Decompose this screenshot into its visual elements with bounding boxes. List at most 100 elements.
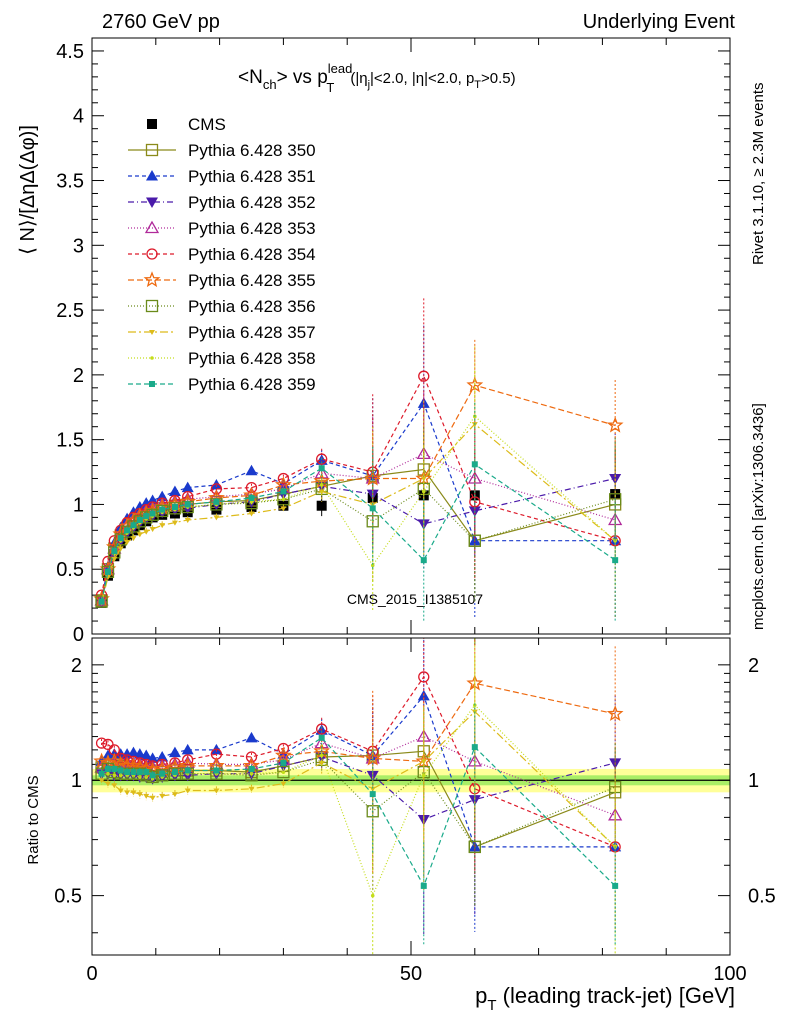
ratio-data-point xyxy=(124,790,131,796)
data-point xyxy=(613,538,617,543)
legend-label: Pythia 6.428 357 xyxy=(188,323,316,342)
ratio-series-pythia-6-428-358 xyxy=(99,638,617,955)
legend-marker xyxy=(143,271,161,288)
legend-entry: Pythia 6.428 351 xyxy=(128,167,316,186)
ratio-data-point xyxy=(181,743,194,755)
ratio-data-point xyxy=(136,769,143,776)
ratio-data-point xyxy=(245,731,258,743)
legend-entry: Pythia 6.428 354 xyxy=(128,245,316,264)
x-tick-label: 50 xyxy=(400,963,422,985)
title-sub-ch: ch xyxy=(263,77,277,92)
data-point xyxy=(136,516,143,523)
series-line xyxy=(101,402,616,600)
ratio-data-point xyxy=(149,795,156,801)
data-point xyxy=(370,563,375,568)
data-point xyxy=(277,472,290,485)
ratio-data-point xyxy=(370,893,375,898)
main-panel: 0 0.5 1 1.5 2 2.5 3 3.5 4 4.5 xyxy=(56,37,731,646)
data-point xyxy=(471,461,478,468)
data-point xyxy=(612,557,619,564)
series-pythia-6-428-351 xyxy=(95,325,622,619)
ratio-data-point xyxy=(136,792,143,798)
data-point xyxy=(319,483,324,487)
rivet-label: Rivet 3.1.10, ≥ 2.3M events xyxy=(750,83,767,266)
data-point xyxy=(184,501,191,508)
ratio-series-line xyxy=(101,675,616,848)
ratio-data-point xyxy=(124,769,131,776)
ratio-data-point xyxy=(112,773,117,778)
ratio-data-point xyxy=(159,770,166,777)
data-point xyxy=(606,416,624,433)
ratio-data-point xyxy=(159,793,166,799)
ratio-data-point xyxy=(612,882,619,889)
data-point xyxy=(124,540,131,546)
ratio-data-point xyxy=(471,744,478,751)
ratio-data-point xyxy=(111,765,118,772)
data-point xyxy=(133,515,147,528)
x-axis-label-rest: (leading track-jet) [GeV] xyxy=(497,983,735,1008)
series-pythia-6-428-355 xyxy=(93,339,624,607)
ratio-y-tick-label: 2 xyxy=(71,655,82,677)
data-point xyxy=(124,527,131,534)
x-axis-label-p: p xyxy=(475,983,487,1008)
data-point xyxy=(168,485,181,496)
main-frame xyxy=(91,37,731,635)
legend-marker xyxy=(147,119,157,129)
data-point xyxy=(159,523,166,529)
ratio-panel: 0 50 100 0.5 1 2 0.5 1 2 xyxy=(54,637,776,985)
legend-entry: Pythia 6.428 358 xyxy=(128,349,316,368)
y-axis-label-main: ⟨ N⟩/[ΔηΔ(Δφ)] xyxy=(17,125,39,255)
data-point xyxy=(468,534,481,547)
ratio-y-tick-label: 0.5 xyxy=(54,886,82,908)
data-point xyxy=(171,504,178,511)
data-point xyxy=(95,595,108,608)
legend-label: Pythia 6.428 355 xyxy=(188,271,316,290)
data-point xyxy=(245,464,258,476)
data-point xyxy=(117,535,124,542)
ratio-frame xyxy=(91,637,731,956)
legend-marker xyxy=(149,330,155,335)
ratio-data-point xyxy=(171,769,178,776)
ratio-y-tick-label-right: 0.5 xyxy=(748,886,776,908)
ratio-data-point xyxy=(143,769,150,776)
series-pythia-6-428-359 xyxy=(98,402,619,622)
data-point xyxy=(248,511,255,517)
ratio-data-point xyxy=(156,750,169,762)
data-point xyxy=(280,506,287,512)
ratio-y-tick-label-right: 1 xyxy=(748,770,759,792)
title-prefix: <N xyxy=(238,67,263,88)
ratio-data-point xyxy=(149,772,156,779)
ratio-data-point xyxy=(171,792,178,798)
ratio-data-point xyxy=(248,765,255,772)
legend-marker xyxy=(144,220,160,234)
ratio-data-point xyxy=(184,767,191,774)
legend-label: Pythia 6.428 358 xyxy=(188,349,316,368)
data-point xyxy=(369,505,376,512)
data-point xyxy=(369,502,376,508)
legend-marker xyxy=(146,197,158,208)
data-point xyxy=(316,500,327,511)
series-pythia-6-428-354 xyxy=(95,298,621,619)
ratio-series-pythia-6-428-352 xyxy=(95,695,622,935)
data-point xyxy=(281,497,286,502)
legend-entry: Pythia 6.428 359 xyxy=(128,375,316,394)
data-point xyxy=(143,529,150,535)
data-point xyxy=(111,548,118,555)
y-axis-label-ratio: Ratio to CMS xyxy=(25,775,42,864)
title-cuts-c: >0.5) xyxy=(481,70,516,87)
ratio-data-point xyxy=(184,788,191,794)
ratio-data-point xyxy=(140,749,153,761)
legend-marker xyxy=(145,299,159,313)
title-cuts-sub-j: j xyxy=(367,79,370,91)
legend-label: Pythia 6.428 359 xyxy=(188,375,316,394)
data-point xyxy=(98,598,105,605)
legend-marker xyxy=(146,170,158,181)
data-point xyxy=(213,515,220,521)
legend: CMS Pythia 6.428 350 Pythia 6.428 351 Pythi… xyxy=(128,115,316,394)
data-point xyxy=(136,532,143,538)
legend-entry: Pythia 6.428 350 xyxy=(128,141,316,160)
data-point xyxy=(130,536,137,542)
legend-entry: Pythia 6.428 352 xyxy=(128,193,316,212)
ratio-data-point xyxy=(468,840,481,854)
data-point xyxy=(143,513,150,520)
